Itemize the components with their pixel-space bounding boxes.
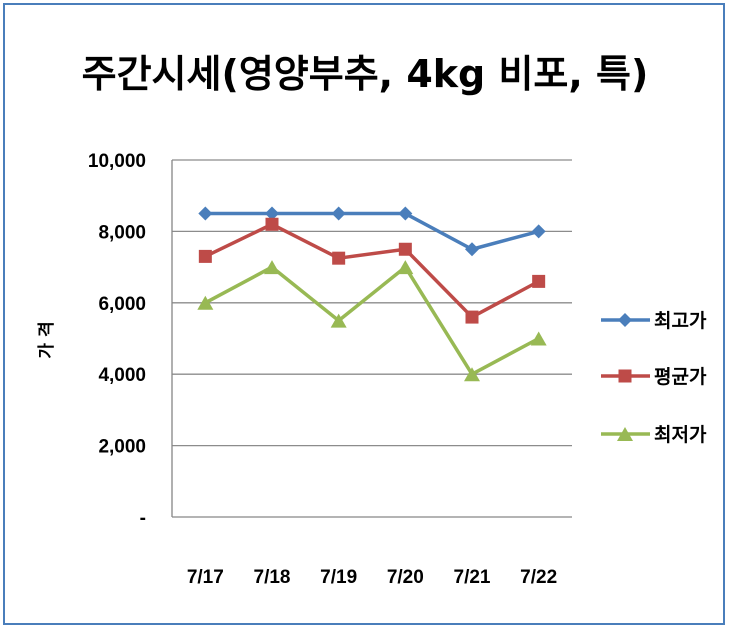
x-tick-label: 7/19: [320, 567, 357, 588]
data-point: [264, 260, 280, 275]
data-point: [330, 313, 347, 328]
y-axis-ticks: - 2,000 4,000 6,000 8,000 10,000: [88, 151, 146, 529]
data-point: [531, 224, 546, 239]
data-point: [532, 274, 546, 288]
y-tick-label: 8,000: [98, 222, 146, 243]
y-axis-label: 가 격: [37, 321, 57, 358]
legend-item: 최저가: [601, 424, 707, 446]
legend-item: 평균가: [601, 366, 707, 388]
series-line: [205, 211, 540, 251]
data-point: [198, 206, 213, 221]
data-point: [465, 310, 479, 324]
y-tick-label: 6,000: [98, 294, 146, 315]
series-group: [197, 206, 547, 382]
legend-label: 평균가: [654, 366, 707, 388]
x-tick-label: 7/20: [387, 567, 424, 588]
chart-frame: [3, 3, 725, 625]
legend-label: 최고가: [654, 310, 707, 332]
data-point: [331, 206, 346, 221]
gridlines: [171, 159, 572, 518]
series-line: [204, 265, 540, 376]
data-point: [197, 295, 214, 310]
data-point: [397, 260, 414, 275]
legend-marker: [618, 313, 632, 327]
chart-title: 주간시세(영양부추, 4kg 비포, 특): [82, 52, 649, 96]
x-axis-ticks: 7/17 7/18 7/19 7/20 7/21 7/22: [187, 567, 557, 588]
data-point: [198, 249, 212, 263]
data-point: [332, 251, 346, 265]
data-point: [265, 217, 279, 231]
y-tick-label: 10,000: [88, 151, 146, 172]
legend-label: 최저가: [654, 424, 707, 446]
y-tick-label: 4,000: [98, 365, 146, 386]
legend-marker: [618, 369, 632, 383]
y-tick-label: -: [140, 508, 146, 529]
data-point: [530, 331, 547, 346]
data-point: [265, 206, 279, 221]
x-tick-label: 7/21: [454, 567, 491, 588]
y-tick-label: 2,000: [98, 437, 146, 458]
data-point: [465, 242, 479, 257]
series-line: [204, 222, 540, 319]
series-0: [198, 206, 546, 257]
x-tick-label: 7/22: [520, 567, 557, 588]
legend-item: 최고가: [601, 310, 707, 332]
x-tick-label: 7/18: [254, 567, 291, 588]
data-point: [398, 242, 412, 256]
series-1: [198, 217, 546, 324]
legend-marker: [617, 427, 633, 441]
data-point: [398, 206, 413, 221]
x-tick-label: 7/17: [187, 567, 224, 588]
data-point: [464, 367, 480, 382]
series-2: [197, 260, 547, 382]
